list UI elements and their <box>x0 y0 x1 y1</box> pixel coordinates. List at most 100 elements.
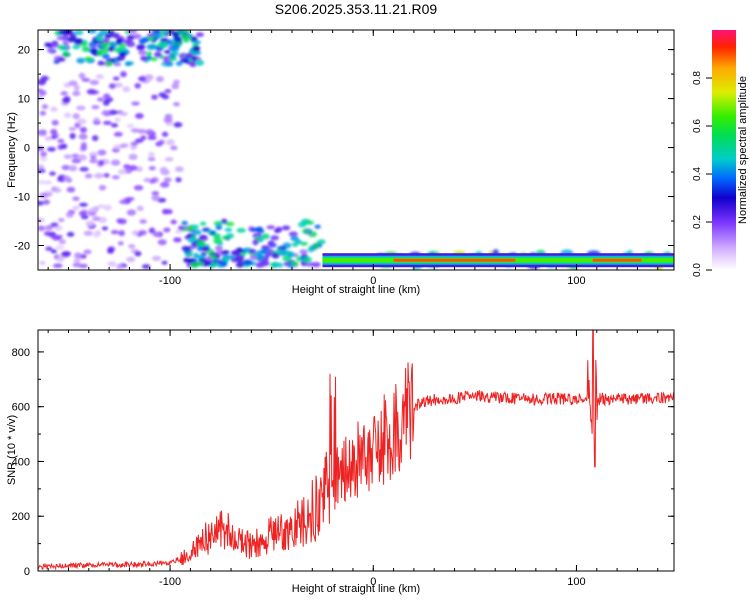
heatmap-blob <box>39 192 48 199</box>
snr-y-tick-label: 200 <box>12 511 30 523</box>
heatmap-blob <box>117 241 124 246</box>
heatmap-blob <box>134 82 141 89</box>
heatmap-blob <box>41 104 49 110</box>
heatmap-blob <box>58 30 65 35</box>
heatmap-blob <box>40 151 47 158</box>
heatmap-blob <box>95 36 105 42</box>
colorbar-gradient <box>712 30 736 270</box>
heatmap-blob <box>181 220 188 226</box>
heatmap-blob <box>170 51 180 57</box>
heatmap-blob <box>317 239 326 245</box>
heatmap-blob <box>118 230 125 237</box>
snr-line-layer <box>38 330 674 571</box>
spectrogram-heatmap <box>38 30 674 270</box>
heatmap-blob <box>146 43 156 50</box>
heatmap-blob <box>139 219 147 224</box>
heatmap-blob <box>158 92 166 98</box>
heatmap-blob <box>116 263 124 270</box>
spectrogram-y-label: Frequency (Hz) <box>6 112 18 188</box>
heatmap-blob <box>47 146 56 152</box>
heatmap-blob <box>131 230 139 236</box>
heatmap-blob <box>163 227 171 233</box>
heatmap-blob <box>231 250 241 256</box>
heatmap-blob <box>117 218 127 225</box>
heatmap-blob <box>78 72 86 79</box>
heatmap-blob <box>39 155 48 162</box>
heatmap-blob <box>85 220 95 227</box>
heatmap-blob <box>78 210 88 217</box>
heatmap-blob <box>205 256 213 261</box>
snr-x-label: Height of straight line (km) <box>292 583 420 595</box>
heatmap-blob <box>76 118 87 125</box>
heatmap-blob <box>63 112 72 118</box>
heatmap-blob <box>198 234 207 240</box>
heatmap-blob <box>141 264 151 269</box>
heatmap-blob <box>55 245 65 251</box>
heatmap-blob <box>161 131 169 137</box>
heatmap-blob <box>228 254 235 260</box>
heatmap-blob <box>261 245 269 250</box>
spectrogram-y-tick-label: 20 <box>18 45 30 57</box>
heatmap-blob <box>43 180 53 185</box>
heatmap-blob <box>165 209 173 215</box>
heatmap-blob <box>147 157 156 162</box>
heatmap-blob <box>63 154 73 160</box>
heatmap-blob <box>51 42 60 48</box>
heatmap-blob <box>38 146 45 152</box>
heatmap-blob <box>235 262 245 268</box>
heatmap-blob <box>261 248 269 255</box>
heatmap-blob <box>51 119 59 126</box>
heatmap-blob <box>213 221 223 226</box>
heatmap-blob <box>186 226 194 231</box>
heatmap-blob <box>103 173 110 178</box>
spectrogram-y-tick-label: -10 <box>14 192 30 204</box>
heatmap-blob <box>126 256 136 263</box>
snr-series-line <box>38 330 674 571</box>
heatmap-blob <box>56 255 65 263</box>
heatmap-blob <box>72 196 80 201</box>
heatmap-blob <box>89 79 100 86</box>
heatmap-blob <box>173 121 183 128</box>
heatmap-blob <box>225 233 235 239</box>
heatmap-blob <box>160 37 169 44</box>
heatmap-blob <box>183 257 190 263</box>
heatmap-blob <box>304 220 315 225</box>
heatmap-blob <box>314 224 321 229</box>
heatmap-blob <box>114 117 121 123</box>
heatmap-blob <box>170 145 178 151</box>
heatmap-blob <box>50 186 58 193</box>
heatmap-blob <box>190 235 197 241</box>
heatmap-blob <box>261 260 270 267</box>
heatmap-blob <box>290 261 299 266</box>
heatmap-blob <box>90 48 98 55</box>
heatmap-blob <box>157 239 167 246</box>
colorbar-label: Normalized spectral amplitude <box>737 76 749 224</box>
heatmap-blob <box>50 128 58 135</box>
heatmap-blob <box>38 179 46 185</box>
heatmap-blob <box>62 40 69 46</box>
heatmap-blob <box>123 164 131 169</box>
heatmap-blob <box>101 226 108 231</box>
heatmap-blob <box>220 260 228 268</box>
heatmap-blob <box>195 32 204 38</box>
colorbar-tick-label: 0.6 <box>692 119 703 133</box>
heatmap-blob <box>136 205 144 212</box>
heatmap-blob <box>138 50 147 56</box>
heatmap-blob <box>133 33 142 39</box>
heatmap-blob <box>38 78 47 86</box>
heatmap-blob <box>302 256 312 264</box>
heatmap-blob <box>288 231 298 237</box>
heatmap-blob <box>212 259 220 264</box>
heatmap-blob <box>192 229 202 236</box>
heatmap-blob <box>181 245 191 252</box>
heatmap-blob <box>138 229 147 236</box>
heatmap-blob <box>93 117 100 123</box>
heatmap-blob <box>72 262 82 268</box>
heatmap-blob <box>81 46 91 53</box>
heatmap-blob <box>236 254 245 260</box>
snr-y-tick-label: 800 <box>12 347 30 359</box>
heatmap-blob <box>173 79 180 85</box>
heatmap-blob <box>172 102 180 107</box>
heatmap-blob <box>83 230 93 236</box>
